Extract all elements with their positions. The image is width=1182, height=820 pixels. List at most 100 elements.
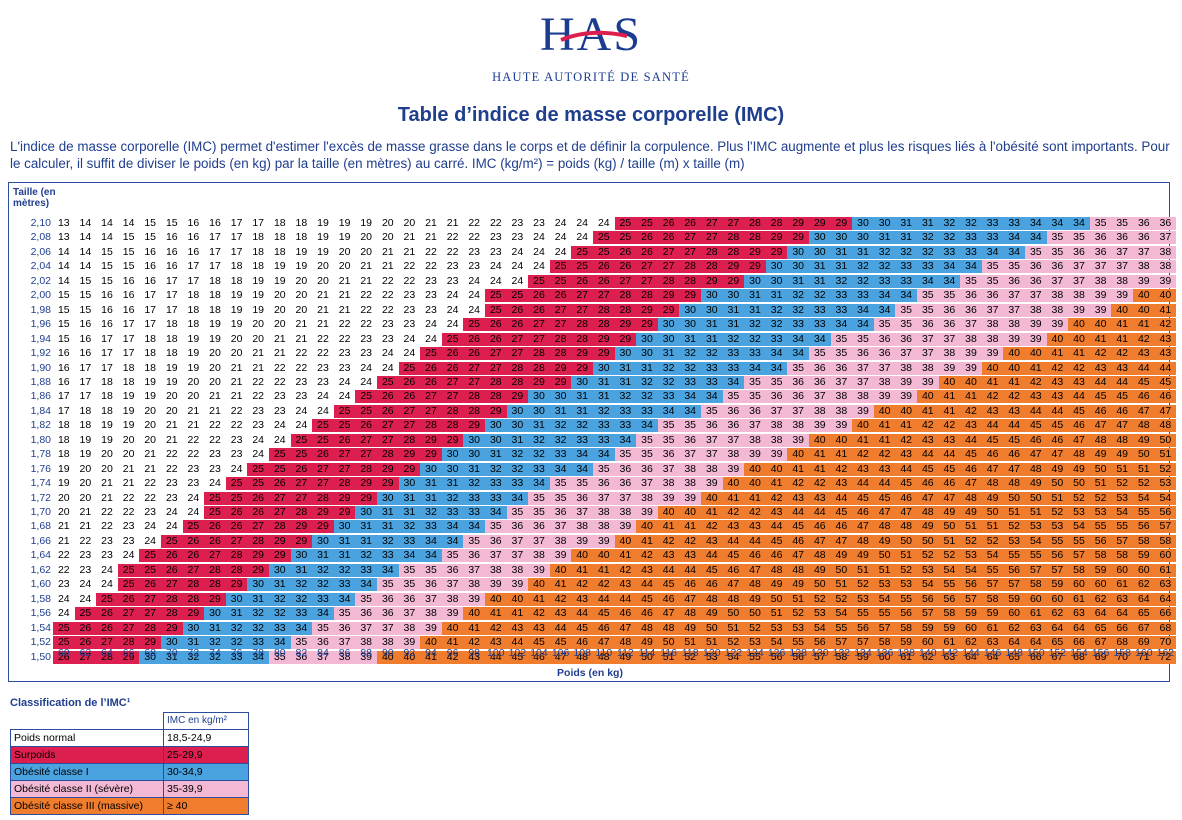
bmi-cell: 53 <box>1089 506 1112 519</box>
bmi-cell: 50 <box>765 592 788 606</box>
table-row: 1,96 15 16 16 17 17 18 18 19 19 20 20 21 21 22 22 23 23 24… <box>9 318 1177 332</box>
bmi-cell: 17 <box>204 231 226 245</box>
bmi-cell: 33 <box>722 361 745 375</box>
bmi-cell: 30 <box>528 390 550 404</box>
bmi-cell: 20 <box>247 318 269 332</box>
bmi-cell: 42 <box>917 419 939 433</box>
bmi-cell: 52 <box>830 592 853 606</box>
bmi-cell: 53 <box>1111 491 1133 505</box>
bmi-cell: 42 <box>1111 347 1133 361</box>
bmi-cell: 38 <box>506 563 529 577</box>
bmi-cell: 38 <box>765 419 788 433</box>
bmi-cell: 63 <box>1068 607 1090 621</box>
bmi-cell: 28 <box>701 245 723 259</box>
bmi-cell: 18 <box>204 303 226 317</box>
bmi-cell: 37 <box>506 549 529 563</box>
bmi-cell: 35 <box>852 332 874 346</box>
bmi-cell: 37 <box>614 491 637 505</box>
bmi-cell: 21 <box>225 375 248 389</box>
weight-tick: 100 <box>487 647 505 659</box>
bmi-cell: 32 <box>506 462 529 476</box>
weight-tick: 156 <box>1091 647 1110 659</box>
bmi-cell: 27 <box>247 520 269 534</box>
bmi-cell: 45 <box>657 578 680 592</box>
bmi-cell: 69 <box>1089 650 1112 664</box>
bmi-cell: 48 <box>679 607 701 621</box>
bmi-cell: 49 <box>809 563 831 577</box>
bmi-cell: 67 <box>1133 621 1155 635</box>
bmi-cell: 22 <box>225 419 248 433</box>
bmi-cell: 40 <box>1089 318 1112 332</box>
bmi-cell: 31 <box>787 274 809 288</box>
bmi-cell: 56 <box>1133 520 1155 534</box>
bmi-cell: 15 <box>74 303 97 317</box>
bmi-cell: 21 <box>355 260 377 274</box>
bmi-cell: 44 <box>809 506 831 519</box>
bmi-cell: 51 <box>1046 491 1069 505</box>
bmi-cell: 26 <box>571 274 593 288</box>
bmi-cell: 48 <box>1025 462 1047 476</box>
bmi-cell: 36 <box>593 477 615 491</box>
bmi-cell: 41 <box>917 404 939 418</box>
bmi-cell: 28 <box>528 347 550 361</box>
x-axis-label: Poids (en kg) <box>557 667 623 679</box>
weight-tick: 78 <box>252 647 265 659</box>
bmi-cell: 36 <box>333 621 356 635</box>
bmi-cell: 31 <box>593 390 615 404</box>
bmi-cell: 36 <box>938 303 961 317</box>
bmi-cell: 28 <box>247 534 269 548</box>
bmi-cell: 24 <box>571 231 593 245</box>
bmi-cell: 29 <box>312 520 334 534</box>
bmi-cell: 22 <box>398 260 421 274</box>
bmi-cell: 36 <box>1089 245 1112 259</box>
bmi-cell: 29 <box>614 332 637 346</box>
bmi-cell: 39 <box>1154 274 1177 288</box>
bmi-cell: 21 <box>53 534 75 548</box>
bmi-cell: 39 <box>463 592 485 606</box>
bmi-cell: 38 <box>722 448 745 462</box>
bmi-cell: 63 <box>1025 621 1047 635</box>
bmi-cell: 42 <box>657 534 680 548</box>
bmi-cell: 23 <box>96 534 118 548</box>
bmi-cell: 34 <box>269 636 291 650</box>
height-label: 1,82 <box>30 419 51 432</box>
bmi-cell: 45 <box>506 650 529 664</box>
bmi-cell: 50 <box>1089 462 1112 476</box>
bmi-cell: 33 <box>830 303 853 317</box>
bmi-cell: 31 <box>765 289 788 303</box>
bmi-cell: 29 <box>290 534 313 548</box>
bmi-cell: 17 <box>225 217 248 230</box>
bmi-cell: 19 <box>225 303 248 317</box>
bmi-cell: 65 <box>1046 636 1069 650</box>
bmi-cell: 66 <box>1068 636 1090 650</box>
bmi-cell: 19 <box>355 217 377 230</box>
bmi-cell: 21 <box>312 318 334 332</box>
bmi-cell: 25 <box>247 462 269 476</box>
bmi-cell: 59 <box>852 650 874 664</box>
bmi-cell: 23 <box>441 274 464 288</box>
bmi-cell: 46 <box>593 621 615 635</box>
bmi-cell: 22 <box>139 491 161 505</box>
bmi-cell: 51 <box>895 549 917 563</box>
bmi-cell: 35 <box>333 607 356 621</box>
legend-row: Obésité classe I 30-34,9 <box>10 763 249 781</box>
bmi-cell: 49 <box>852 549 874 563</box>
weight-tick: 128 <box>789 647 807 659</box>
bmi-cell: 22 <box>247 390 269 404</box>
bmi-cell: 41 <box>1003 375 1025 389</box>
bmi-cell: 37 <box>657 462 680 476</box>
bmi-cell: 24 <box>463 303 485 317</box>
height-label: 1,88 <box>30 375 51 388</box>
bmi-cell: 36 <box>895 332 917 346</box>
bmi-cell: 35 <box>917 289 939 303</box>
bmi-cell: 51 <box>679 636 701 650</box>
bmi-cell: 29 <box>269 549 291 563</box>
bmi-cell: 17 <box>139 303 161 317</box>
bmi-cell: 32 <box>355 549 377 563</box>
bmi-cell: 44 <box>830 491 853 505</box>
bmi-cell: 25 <box>312 419 334 433</box>
table-row: 1,78 18 19 20 20 21 22 22 23 23 24 25 25 26 27 27 28 29 29… <box>9 448 1177 462</box>
table-row: 1,54 25 26 26 27 28 29 30 31 32 32 33 34 35 36 37 37 38 39… <box>9 621 1177 635</box>
bmi-cell: 66 <box>1154 607 1177 621</box>
bmi-cell: 22 <box>377 289 399 303</box>
